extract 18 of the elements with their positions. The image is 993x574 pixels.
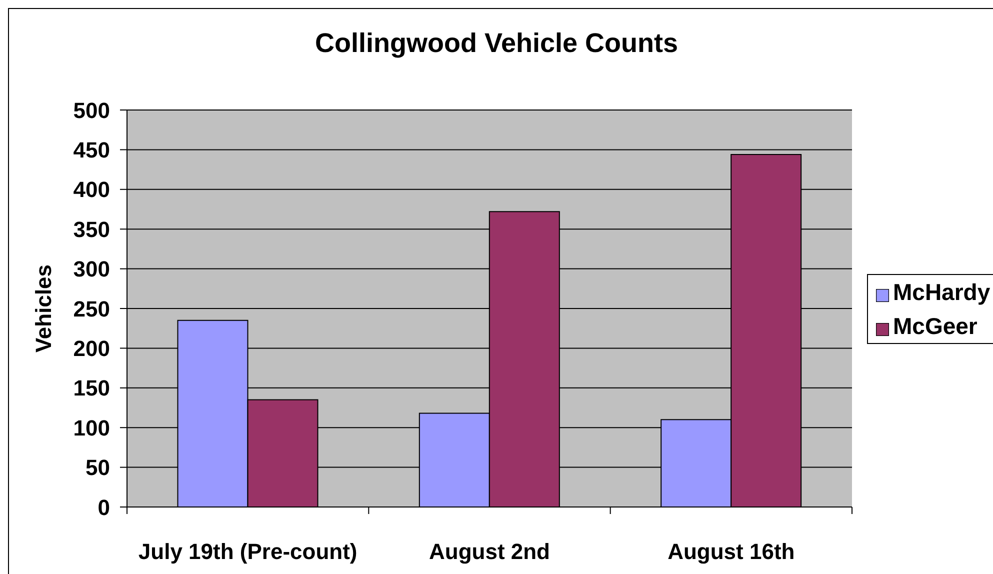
y-tick-label: 400	[73, 177, 110, 202]
legend-label: McGeer	[893, 313, 978, 339]
y-axis-title: Vehicles	[30, 264, 56, 353]
x-tick-label: July 19th (Pre-count)	[138, 539, 358, 564]
legend-label: McHardy	[893, 279, 990, 305]
y-tick-label: 300	[73, 256, 110, 282]
y-tick-label: 250	[73, 296, 110, 322]
y-tick-label: 150	[73, 376, 110, 401]
y-tick-label: 50	[86, 455, 110, 480]
y-tick-label: 200	[73, 336, 110, 362]
y-tick-label: 500	[73, 98, 110, 123]
y-tick-label: 100	[73, 415, 110, 440]
y-tick-label: 350	[73, 216, 110, 242]
y-tick-label: 450	[73, 138, 110, 163]
x-tick-label: August 16th	[668, 539, 795, 564]
y-tick-label: 0	[98, 494, 110, 520]
chart-title: Collingwood Vehicle Counts	[314, 28, 678, 58]
x-tick-label: August 2nd	[429, 539, 550, 564]
